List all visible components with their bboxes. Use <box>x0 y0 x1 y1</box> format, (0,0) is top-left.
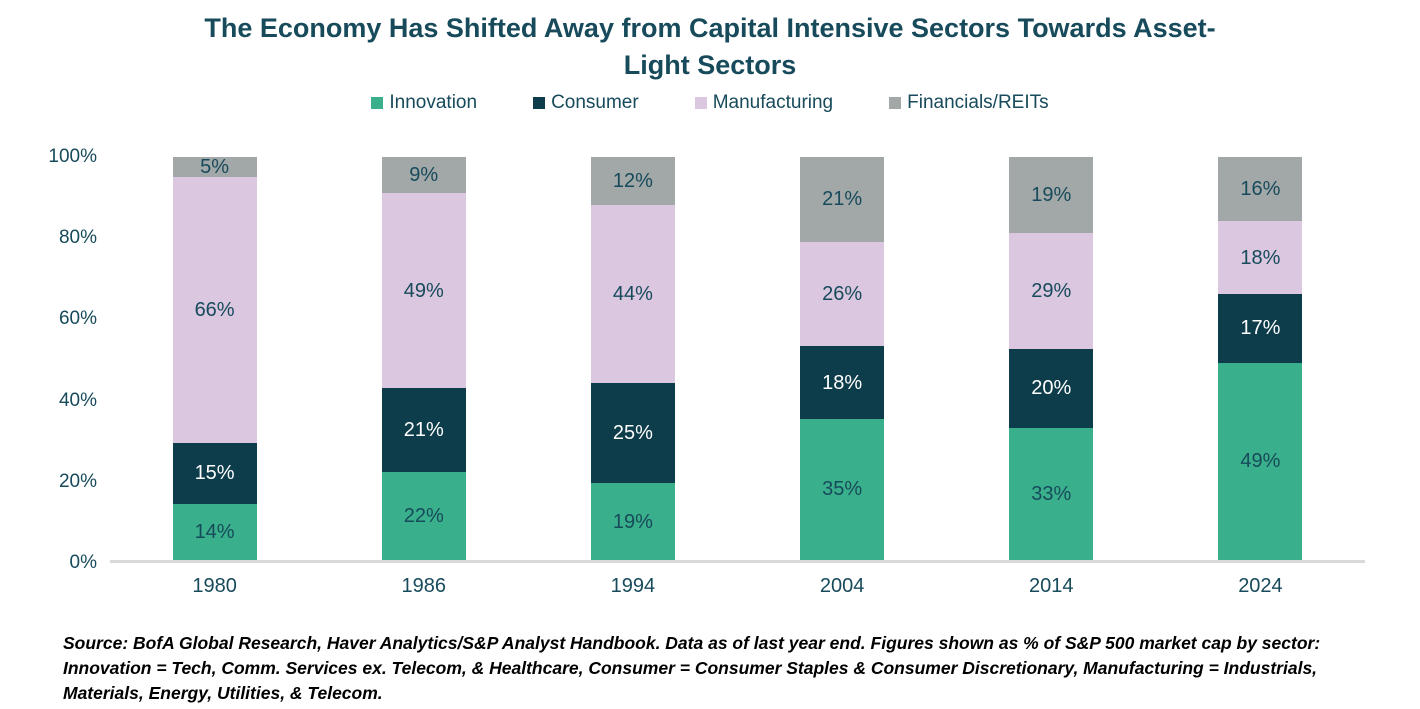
bar-value-label: 44% <box>612 283 653 306</box>
page-title: The Economy Has Shifted Away from Capita… <box>204 13 1216 80</box>
bar-segment-innovation: 22% <box>381 472 466 560</box>
bar-segment-consumer: 17% <box>1218 294 1303 363</box>
x-tick-label: 2004 <box>819 575 865 597</box>
bar-value-label: 17% <box>1240 317 1281 340</box>
bar-value-label: 22% <box>403 505 444 528</box>
bar-segment-consumer: 25% <box>590 382 675 484</box>
legend-label: Financials/REITs <box>907 92 1049 113</box>
bar-segment-manufacturing: 44% <box>590 205 675 383</box>
x-axis: 1980 1986 1994 2004 2014 2024 <box>110 575 1365 598</box>
bar-value-label: 21% <box>403 419 444 442</box>
plot-area: 5% 66% 15% 14% 9% 49% 21% 22% 12% 44% 25% 19% 21% 26%… <box>110 157 1365 560</box>
legend-swatch-icon <box>694 97 707 109</box>
y-tick-label: 0% <box>69 552 97 573</box>
bar-segment-financials-reits: 9% <box>381 157 466 193</box>
bar-slot: 9% 49% 21% 22% <box>319 157 528 560</box>
bar-value-label: 18% <box>822 371 863 394</box>
bar-segment-manufacturing: 26% <box>800 241 885 347</box>
stacked-bar: 9% 49% 21% 22% <box>381 157 466 560</box>
bar-value-label: 49% <box>403 279 444 302</box>
bar-segment-financials-reits: 12% <box>590 157 675 206</box>
bar-segment-innovation: 33% <box>1009 428 1094 560</box>
bar-segment-manufacturing: 29% <box>1009 232 1094 349</box>
bar-segment-consumer: 18% <box>800 346 885 419</box>
x-tick-label: 1980 <box>192 575 237 597</box>
bar-value-label: 14% <box>194 520 235 543</box>
bar-segment-consumer: 15% <box>172 443 257 504</box>
legend-swatch-icon <box>889 97 902 109</box>
legend-item: Innovation <box>371 92 477 114</box>
y-tick-label: 100% <box>48 146 97 167</box>
bar-segment-consumer: 21% <box>381 388 466 473</box>
bar-segment-manufacturing: 18% <box>1218 221 1303 294</box>
bar-value-label: 26% <box>822 283 863 305</box>
bar-segment-innovation: 35% <box>800 418 885 560</box>
bar-value-label: 12% <box>612 170 653 193</box>
bar-slot: 16% 18% 17% 49% <box>1156 157 1365 560</box>
legend-swatch-icon <box>371 97 384 109</box>
bar-segment-financials-reits: 21% <box>800 157 885 242</box>
y-tick-label: 80% <box>58 227 97 249</box>
bar-value-label: 16% <box>1240 178 1281 201</box>
legend-item: Consumer <box>533 92 639 114</box>
source-note: Source: BofA Global Research, Haver Anal… <box>63 632 1321 703</box>
legend-item: Manufacturing <box>694 92 834 114</box>
bar-value-label: 49% <box>1240 450 1281 473</box>
legend-label: Innovation <box>389 92 478 113</box>
bar-segment-financials-reits: 5% <box>172 156 257 179</box>
bar-value-label: 15% <box>194 462 235 485</box>
stacked-bar: 19% 29% 20% 33% <box>1009 157 1094 560</box>
bar-segment-financials-reits: 19% <box>1009 157 1094 233</box>
bar-value-label: 19% <box>1031 183 1072 206</box>
stacked-bar: 16% 18% 17% 49% <box>1218 157 1303 560</box>
bar-value-label: 19% <box>612 510 653 533</box>
legend-label: Manufacturing <box>712 92 834 113</box>
x-tick-label: 2024 <box>1238 575 1283 597</box>
stacked-bar: 21% 26% 18% 35% <box>800 157 885 560</box>
x-axis-baseline <box>110 560 1365 563</box>
bar-slot: 12% 44% 25% 19% <box>528 157 737 560</box>
legend-item: Financials/REITs <box>889 92 1049 114</box>
x-tick-label: 1994 <box>610 575 656 597</box>
legend-label: Consumer <box>551 92 639 113</box>
x-tick-label: 2014 <box>1029 575 1074 597</box>
bar-slot: 21% 26% 18% 35% <box>738 157 947 560</box>
bar-value-label: 35% <box>822 478 863 501</box>
y-tick-label: 60% <box>58 308 97 330</box>
bar-slot: 19% 29% 20% 33% <box>947 157 1156 560</box>
bar-value-label: 33% <box>1031 483 1072 506</box>
bar-value-label: 25% <box>612 422 653 445</box>
bar-value-label: 5% <box>200 156 230 179</box>
bar-value-label: 21% <box>822 188 863 211</box>
bar-segment-financials-reits: 16% <box>1218 157 1303 222</box>
y-tick-label: 40% <box>58 389 97 411</box>
chart-legend: Innovation Consumer Manufacturing Financial… <box>0 92 1420 114</box>
bar-segment-innovation: 14% <box>172 503 257 560</box>
bar-segment-innovation: 49% <box>1218 362 1303 560</box>
chart-area: 100% 80% 60% 40% 20% 0% 5% 66% 15% 14% 9% 49% 21% 22… <box>48 146 1365 573</box>
y-tick-label: 20% <box>58 470 97 492</box>
stacked-bar: 12% 44% 25% 19% <box>590 157 675 560</box>
bar-segment-consumer: 20% <box>1009 348 1094 429</box>
x-tick-label: 1986 <box>401 575 447 597</box>
bar-value-label: 29% <box>1031 279 1072 302</box>
bar-value-label: 9% <box>409 163 439 186</box>
bar-slot: 5% 66% 15% 14% <box>110 157 319 560</box>
bar-value-label: 20% <box>1031 377 1072 400</box>
bar-value-label: 66% <box>194 299 235 322</box>
bar-segment-manufacturing: 66% <box>172 177 257 444</box>
bar-value-label: 18% <box>1240 246 1281 269</box>
legend-swatch-icon <box>533 97 546 109</box>
bar-segment-innovation: 19% <box>590 483 675 560</box>
stacked-bar: 5% 66% 15% 14% <box>172 156 257 560</box>
bar-segment-manufacturing: 49% <box>381 192 466 389</box>
